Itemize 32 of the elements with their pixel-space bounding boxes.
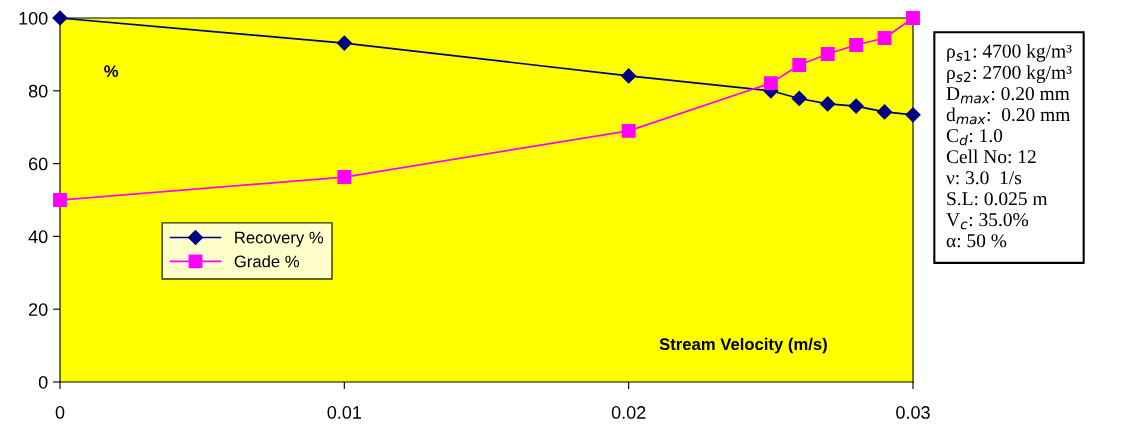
point: [621, 68, 637, 84]
point: [905, 107, 921, 123]
point: [848, 98, 864, 114]
point: [621, 123, 636, 138]
x-tick-label: 0.03: [896, 406, 930, 419]
point: [820, 47, 835, 61]
x-tick-label: 0: [55, 406, 65, 419]
point: [52, 10, 68, 26]
y-axis-title: %: [104, 65, 119, 78]
point: [906, 11, 920, 25]
point: [763, 76, 778, 91]
y-tick-label: 100: [19, 11, 48, 25]
point: [849, 37, 864, 52]
point: [337, 170, 352, 185]
x-tick-label: 0.01: [327, 406, 362, 419]
x-axis-title: Stream Velocity (m/s): [659, 337, 827, 354]
y-tick-label: 0: [38, 375, 48, 389]
point: [876, 104, 893, 120]
point: [791, 90, 807, 107]
legend-label: Recovery %: [235, 231, 324, 247]
point: [877, 31, 892, 45]
point: [820, 96, 836, 112]
y-tick-label: 60: [29, 157, 48, 171]
y-tick-label: 40: [28, 230, 48, 244]
text: ρ$_{s1}$: 4700 kg/m³ ρ$_{s2}$: 2700 kg/m³ D$_{max}$: 0.20 mm d$_{max}$: 0.20 mm C$_{d}$: 1.0 Cell No: 12 ν: 3.0 1/s S.L: 0.025 m V$_{c}$: 35.0% α: 50 %: [946, 44, 1072, 248]
point: [53, 193, 67, 207]
y-tick-label: 80: [28, 84, 48, 98]
x-tick-label: 0.02: [611, 406, 646, 419]
legend-label: Grade %: [234, 255, 300, 268]
point: [336, 35, 352, 51]
y-tick-label: 20: [29, 303, 48, 316]
point: [792, 58, 807, 72]
